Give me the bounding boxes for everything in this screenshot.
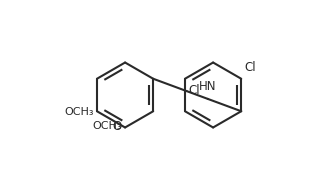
Text: O: O [113,120,122,133]
Text: HN: HN [199,80,216,93]
Text: OCH₃: OCH₃ [64,107,94,117]
Text: OCH₃: OCH₃ [93,121,122,131]
Text: Cl: Cl [244,61,256,74]
Text: Cl: Cl [188,84,200,97]
